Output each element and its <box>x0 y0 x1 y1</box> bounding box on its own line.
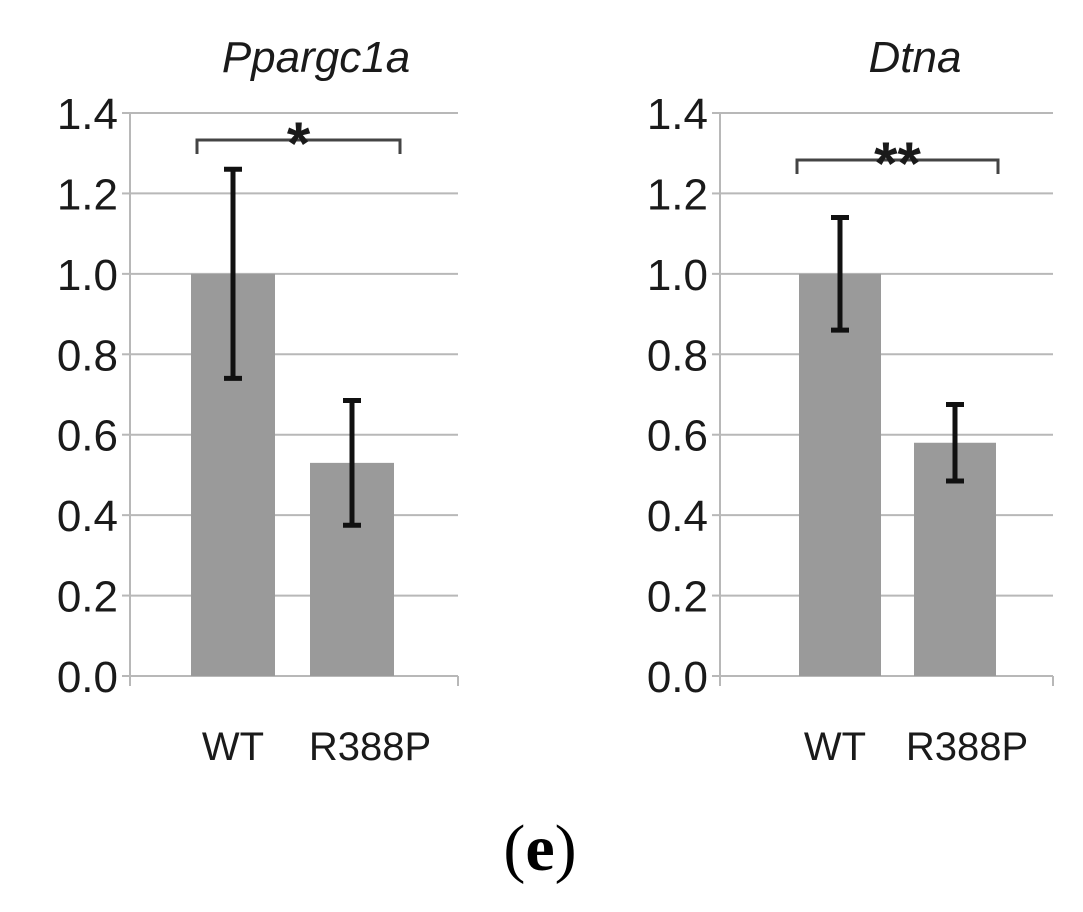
chart-dtna: 0.0 0.2 0.4 0.6 0.8 1.0 1.2 1.4 WT R388P ** Dtna <box>647 33 1054 769</box>
significance-bracket <box>795 158 1000 174</box>
y-tick-label: 0.6 <box>647 412 708 461</box>
y-tick-label: 1.2 <box>647 170 708 219</box>
y-tick-label: 0.2 <box>647 573 708 622</box>
x-category-label: R388P <box>309 725 431 769</box>
y-tick-label: 0.2 <box>57 573 118 622</box>
y-tick-label: 0.4 <box>647 492 708 541</box>
y-tick-label: 1.4 <box>647 90 708 139</box>
panel-label-open: ( <box>503 812 525 885</box>
bar-wt <box>799 273 881 676</box>
chart-title: Ppargc1a <box>222 33 410 82</box>
y-tick-label: 1.0 <box>57 251 118 300</box>
y-tick-label: 0.8 <box>647 331 708 380</box>
panel-label-letter: e <box>525 812 554 885</box>
x-category-label: R388P <box>906 725 1028 769</box>
chart-ppargc1a: 0.0 0.2 0.4 0.6 0.8 1.0 1.2 1.4 WT R388P * Ppargc1a <box>57 33 459 769</box>
y-tick-label: 0.4 <box>57 492 118 541</box>
y-tick-label: 0.0 <box>647 653 708 702</box>
y-tick-label: 1.4 <box>57 90 118 139</box>
y-tick-label: 0.6 <box>57 412 118 461</box>
y-tick-label: 1.0 <box>647 251 708 300</box>
significance-bracket <box>195 138 402 154</box>
significance-label: ** <box>874 130 921 197</box>
panel-label: (e) <box>503 812 576 885</box>
y-tick-label: 0.8 <box>57 331 118 380</box>
y-tick-label: 1.2 <box>57 170 118 219</box>
x-category-label: WT <box>202 725 264 769</box>
panel-label-close: ) <box>555 812 577 885</box>
x-category-label: WT <box>804 725 866 769</box>
y-tick-label: 0.0 <box>57 653 118 702</box>
chart-title: Dtna <box>869 33 962 82</box>
significance-label: * <box>287 110 311 177</box>
